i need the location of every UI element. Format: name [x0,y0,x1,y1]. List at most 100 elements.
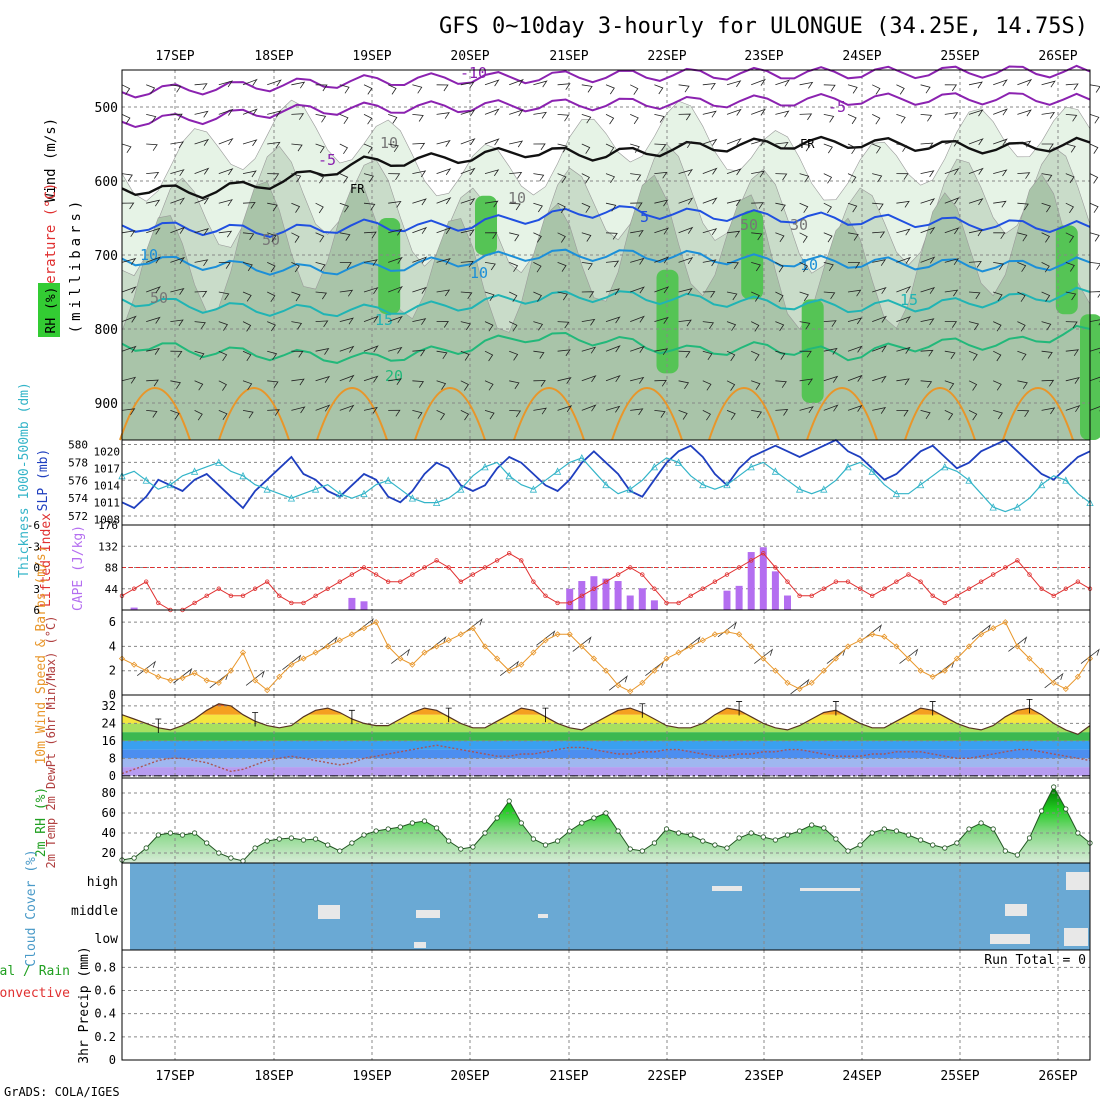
wind-barb [363,84,373,95]
wind-speed-point [675,649,682,656]
wind-barb [630,202,643,210]
wind-speed-point [857,637,864,644]
thickness-point [311,485,320,493]
li-point [337,579,342,584]
wind-barb [388,346,403,354]
wind-barb [896,256,911,264]
wind-barb [291,202,301,213]
contour-label: 10 [800,256,818,274]
li-point [1063,586,1068,591]
wind-barb [920,256,936,264]
wind-barb [726,137,742,146]
wind-barb [872,202,884,211]
rh-point [712,842,718,848]
wind-barb [678,288,693,295]
wind-barb [339,232,351,241]
rh-point [821,825,827,831]
wind-barb [1065,405,1081,413]
thickness-point [844,462,852,471]
wind-barb [533,380,546,387]
thickness-point [481,462,489,471]
isotherm--10 [121,64,1091,99]
wind-barb [1041,111,1056,119]
wind-barb [654,227,669,235]
wind-barb [847,84,858,94]
li-point [567,600,572,606]
cape-bar [735,585,743,610]
wind-speed-point [494,655,501,662]
rh-point [252,845,258,851]
wind-speed-point [433,643,440,650]
wind-barb [533,202,543,213]
wind-barb [1065,349,1080,357]
wind-barb [460,380,469,391]
rh-point [990,826,996,832]
wind-barb [436,258,451,265]
wind-barb [388,200,402,208]
wind-barb [581,173,590,184]
legend-wind: Wind (m/s) [43,118,59,202]
lifted-index-ylabel: Lifted Index [39,513,54,607]
li-tick: 6 [33,604,40,617]
rh-point [857,842,863,848]
wind-barb [702,110,717,118]
wind-barb [146,143,158,151]
cape-tick: 176 [98,519,118,532]
rh-point [675,830,682,836]
wind-barb [121,143,132,154]
wind-barb [533,407,547,415]
wind-speed-point [639,679,646,686]
wind-barb [678,169,693,176]
wind-barb [291,143,303,152]
li-point [615,572,621,577]
li-point [1027,572,1032,577]
wind-barb [654,143,667,151]
temp-stripe [122,705,1090,715]
wind-barb [436,139,451,147]
slp-line [121,438,1091,510]
rh-band [121,173,1091,441]
cape-tick: 88 [105,562,118,575]
wind-barb [920,226,936,234]
wind-barb [920,286,936,294]
rh-point [446,838,452,844]
wind-speed-point [300,655,307,662]
surface-wind-barb [862,624,882,640]
li-point [470,572,476,577]
li-point [410,572,415,577]
wind-barb [944,350,956,360]
wind-speed-point [627,688,634,695]
rh-tick: 20 [102,846,116,860]
wind-barb [388,114,398,124]
rh-point [361,832,367,838]
wind-barb [654,171,668,179]
rh-point [663,826,670,832]
wind-barb [1089,319,1100,326]
rh-point [192,830,198,836]
rh-point [409,820,415,826]
li-point [676,600,681,606]
thickness-point [553,467,562,475]
li-point [930,593,935,599]
wind-barb [315,291,328,300]
wind-barb [678,141,693,149]
wind-barb [484,321,494,332]
temp-max-marker [1026,698,1033,714]
wind-barb [823,114,835,123]
wind-barb [557,291,568,301]
wind-tick: 4 [109,639,116,653]
wind-barb [363,259,378,267]
li-point [954,593,960,599]
wind-barb [944,197,960,205]
wind-barb [993,79,1008,87]
wind-barb [799,113,813,121]
wind-barb [993,200,1007,208]
wind-barb [170,141,184,149]
wind-barb [823,291,836,300]
surface-wind-barb [572,636,592,652]
rh-point [579,820,585,826]
wind-barb [702,380,712,391]
wind-barb [121,173,133,182]
li-point [966,586,972,591]
contour-label: -10 [460,64,487,82]
